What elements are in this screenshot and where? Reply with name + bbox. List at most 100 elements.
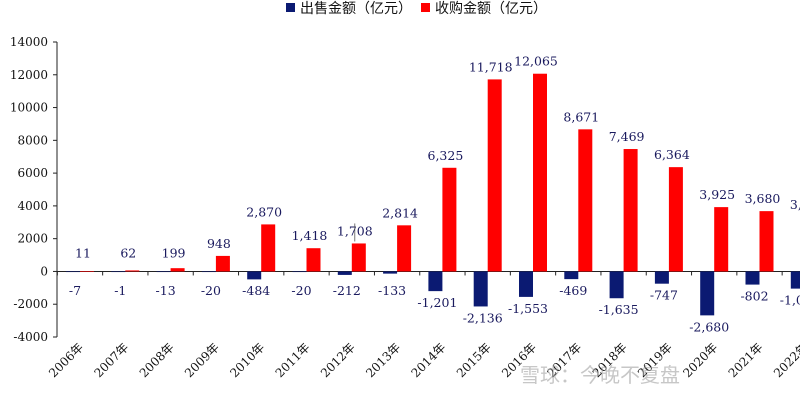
sell-value-label: -212: [333, 283, 361, 298]
sell-bar: [609, 271, 624, 299]
buy-bar: [442, 167, 457, 272]
sell-bar: [383, 271, 398, 274]
sell-value-label: -1,553: [508, 301, 548, 316]
y-tick-label: 6000: [17, 166, 48, 180]
sell-bar: [337, 271, 352, 275]
buy-bar: [397, 225, 412, 272]
x-category-label: 2015年: [454, 340, 494, 380]
sell-bar: [654, 271, 669, 284]
legend-label-buy: 收购金额（亿元）: [435, 1, 547, 17]
buy-bar: [668, 167, 683, 272]
sell-value-label: -1,048: [780, 293, 800, 308]
buy-value-label: 2,814: [382, 205, 418, 220]
sell-value-label: -484: [242, 283, 270, 298]
sell-bar: [564, 271, 579, 280]
buy-value-label: 1,418: [292, 228, 328, 243]
sell-bar: [428, 271, 443, 292]
buy-bar: [306, 248, 321, 272]
buy-bar: [351, 243, 366, 272]
buy-bar: [80, 271, 94, 272]
sell-value-label: -20: [291, 283, 311, 298]
y-tick-label: 4000: [17, 199, 48, 213]
buy-bar: [261, 224, 276, 272]
bars: [66, 73, 800, 316]
sell-bar: [156, 271, 171, 273]
buy-value-label: 2,870: [246, 204, 282, 219]
x-axis-labels: 2006年 2007年 2008年 2009年 2010年 2011年 2012年 2013年…: [46, 340, 800, 380]
legend: 出售金额（亿元） 收购金额（亿元）: [286, 1, 547, 17]
sell-bar: [473, 271, 488, 307]
sell-bar: [247, 271, 262, 280]
sell-value-label: -2,680: [689, 319, 729, 334]
sell-bar: [292, 271, 307, 273]
buy-bar: [125, 270, 140, 272]
y-tick-label: 14000: [10, 35, 48, 49]
sell-value-label: -20: [201, 283, 221, 298]
sell-value-label: -1,201: [417, 295, 457, 310]
x-category-label: 2010年: [227, 340, 267, 380]
buy-bar: [714, 207, 729, 272]
buy-value-label: 3,680: [745, 191, 781, 206]
y-tick-label: 2000: [17, 232, 48, 246]
y-tick-label: 8000: [17, 133, 48, 147]
buy-value-label: 12,065: [514, 54, 558, 69]
sell-bar: [111, 271, 126, 273]
watermark: 雪球：今晚不复盘: [520, 363, 680, 387]
y-tick-label: 0: [40, 264, 48, 278]
sell-bar: [519, 271, 533, 297]
buy-value-label: 6,325: [428, 148, 464, 163]
legend-swatch-buy: [421, 3, 430, 12]
buy-bar: [487, 79, 502, 272]
x-category-label: 2020年: [680, 340, 720, 380]
sell-value-label: -7: [69, 283, 81, 298]
x-category-label: 2007年: [91, 340, 131, 380]
sell-value-label: -13: [156, 283, 176, 298]
buy-value-label: 7,469: [609, 129, 645, 144]
buy-bar: [759, 211, 774, 272]
x-category-label: 2022年: [771, 340, 800, 380]
buy-bar: [215, 255, 230, 272]
buy-value-label: 948: [207, 236, 231, 251]
x-category-label: 2014年: [409, 340, 449, 380]
legend-label-sell: 出售金额（亿元）: [300, 1, 412, 17]
x-category-label: 2006年: [46, 340, 86, 380]
buy-value-label: 11: [75, 246, 91, 261]
x-category-label: 2012年: [318, 340, 358, 380]
x-category-label: 2013年: [363, 340, 403, 380]
buy-value-label: 199: [162, 246, 186, 261]
buy-bar: [533, 73, 547, 272]
y-tick-label: -4000: [13, 330, 48, 344]
sell-value-label: -1: [114, 283, 126, 298]
buy-value-label: 3,925: [699, 187, 735, 202]
buy-value-label: 62: [120, 246, 136, 261]
buy-bar: [578, 129, 593, 272]
buy-value-label: 8,671: [563, 109, 599, 124]
sell-bar: [700, 271, 715, 316]
x-category-label: 2009年: [182, 340, 222, 380]
sell-value-label: -2,136: [463, 310, 503, 325]
buy-value-label: 6,364: [654, 147, 690, 162]
buy-value-label: 11,718: [469, 59, 513, 74]
x-category-label: 2011年: [273, 340, 313, 380]
y-tick-label: 12000: [10, 68, 48, 82]
buy-bar: [170, 268, 185, 272]
sell-value-label: -133: [378, 283, 406, 298]
sell-bar: [66, 271, 80, 273]
x-category-label: 2008年: [137, 340, 177, 380]
sell-bar: [745, 271, 760, 285]
sell-value-label: -469: [559, 283, 587, 298]
buy-bar: [623, 149, 638, 272]
sell-value-label: -1,635: [599, 302, 639, 317]
legend-swatch-sell: [286, 3, 295, 12]
x-category-label: 2021年: [726, 340, 766, 380]
buy-value-label: 3,319: [790, 197, 800, 212]
sell-bar: [201, 271, 216, 273]
y-tick-label: -2000: [13, 297, 48, 311]
sell-value-label: -802: [740, 289, 768, 304]
sell-value-label: -747: [650, 288, 678, 303]
sell-bar: [790, 271, 800, 289]
y-tick-label: 10000: [10, 101, 48, 115]
